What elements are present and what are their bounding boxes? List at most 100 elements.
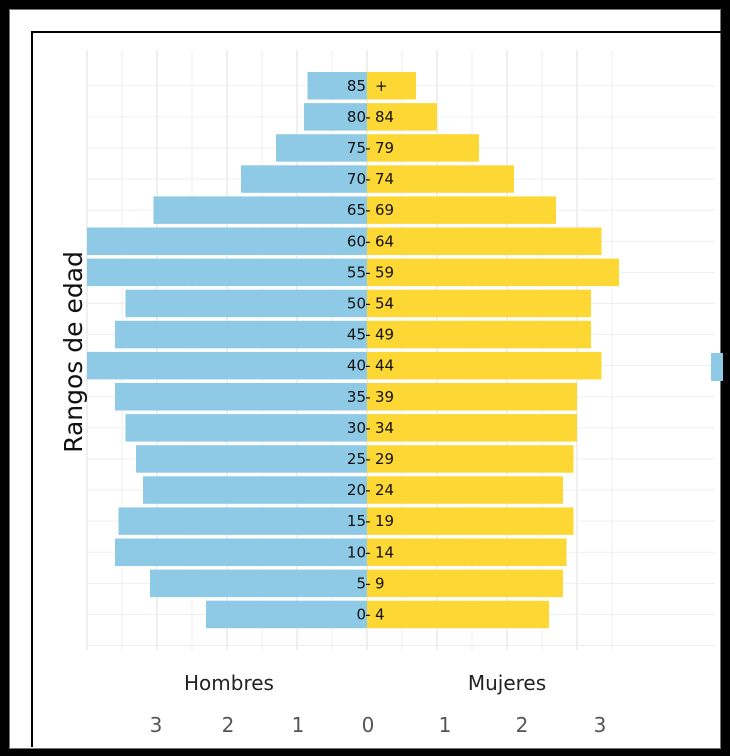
bar-mujeres-60-64 xyxy=(367,227,602,255)
age-label-end: 34 xyxy=(375,419,394,437)
bar-mujeres-65-69 xyxy=(367,196,556,224)
bar-hombres-60-64 xyxy=(87,227,367,255)
age-label-start: 85 xyxy=(347,77,366,95)
bar-hombres-75-79 xyxy=(276,134,367,162)
bar-mujeres-35-39 xyxy=(367,383,577,411)
age-label-start: 0 xyxy=(356,605,366,623)
bar-mujeres-10-14 xyxy=(367,538,567,566)
age-label-end: 54 xyxy=(375,294,394,312)
bar-mujeres-40-44 xyxy=(367,351,602,380)
bar-hombres-25-29 xyxy=(136,445,367,473)
bar-mujeres-45-49 xyxy=(367,320,591,349)
bar-mujeres-0-4 xyxy=(367,600,549,629)
age-label-start: 40 xyxy=(347,357,366,375)
age-label-end: 19 xyxy=(375,512,394,530)
age-label-start: 5 xyxy=(356,574,366,592)
bar-mujeres-20-24 xyxy=(367,476,563,504)
age-label-dash: - xyxy=(365,481,370,499)
series-label-mujeres: Mujeres xyxy=(468,671,546,695)
bar-mujeres-5-9 xyxy=(367,569,563,598)
bar-hombres-15-19 xyxy=(118,507,367,535)
bar-mujeres-75-79 xyxy=(367,134,479,162)
chart-panel xyxy=(31,31,721,747)
x-axis-ticks: 3 2 1 0 1 2 3 xyxy=(150,713,607,737)
age-label-dash: - xyxy=(365,263,370,281)
age-label-end: 39 xyxy=(375,388,394,406)
x-tick-label: 3 xyxy=(150,713,163,737)
age-label-start: 30 xyxy=(347,419,366,437)
age-label-end: 74 xyxy=(375,170,394,188)
age-label-end: + xyxy=(375,77,388,95)
age-label-start: 55 xyxy=(347,263,366,281)
bar-mujeres-25-29 xyxy=(367,445,574,473)
x-tick-label: 1 xyxy=(292,713,305,737)
age-label-dash: - xyxy=(365,294,370,312)
age-label-dash: - xyxy=(365,419,370,437)
age-label-start: 45 xyxy=(347,326,366,344)
age-label-end: 59 xyxy=(375,263,394,281)
age-label-dash: - xyxy=(365,326,370,344)
age-label-start: 10 xyxy=(347,543,366,561)
bar-hombres-30-34 xyxy=(125,414,367,442)
bar-hombres-40-44 xyxy=(87,351,367,380)
x-tick-label: 2 xyxy=(516,713,529,737)
bar-mujeres-50-54 xyxy=(367,289,591,318)
bar-mujeres-30-34 xyxy=(367,414,577,442)
age-label-start: 70 xyxy=(347,170,366,188)
bar-mujeres-70-74 xyxy=(367,165,514,193)
age-label-dash: - xyxy=(365,574,370,592)
x-tick-label: 1 xyxy=(439,713,452,737)
age-label-start: 25 xyxy=(347,450,366,468)
age-label-end: 84 xyxy=(375,108,394,126)
age-label-end: 29 xyxy=(375,450,394,468)
age-label-end: 4 xyxy=(375,605,385,623)
age-label-start: 20 xyxy=(347,481,366,499)
age-label-dash: - xyxy=(365,388,370,406)
bar-hombres-20-24 xyxy=(143,476,367,504)
age-label-end: 69 xyxy=(375,201,394,219)
age-label-start: 50 xyxy=(347,294,366,312)
age-label-end: 24 xyxy=(375,481,394,499)
bar-hombres-35-39 xyxy=(115,383,367,411)
x-tick-label: 3 xyxy=(594,713,607,737)
age-label-end: 9 xyxy=(375,574,385,592)
bar-mujeres-55-59 xyxy=(367,258,619,287)
bar-hombres-85 + xyxy=(307,72,367,100)
x-tick-label: 2 xyxy=(222,713,235,737)
age-label-start: 80 xyxy=(347,108,366,126)
bar-hombres-70-74 xyxy=(241,165,367,193)
age-label-dash: - xyxy=(365,512,370,530)
series-label-hombres: Hombres xyxy=(184,671,274,695)
age-label-end: 44 xyxy=(375,357,394,375)
bar-hombres-5-9 xyxy=(150,569,367,598)
age-label-start: 60 xyxy=(347,232,366,250)
bar-hombres-80-84 xyxy=(304,103,367,131)
age-label-dash: - xyxy=(365,357,370,375)
age-label-end: 14 xyxy=(375,543,394,561)
partial-bar-fragment xyxy=(711,353,723,381)
bar-hombres-65-69 xyxy=(153,196,367,224)
bars xyxy=(87,72,723,629)
bar-mujeres-15-19 xyxy=(367,507,574,535)
bar-mujeres-85 + xyxy=(367,72,416,100)
bar-hombres-10-14 xyxy=(115,538,367,566)
y-axis-label: Rangos de edad xyxy=(59,251,88,453)
age-label-end: 49 xyxy=(375,326,394,344)
age-label-end: 64 xyxy=(375,232,394,250)
age-labels: 0-45-910-1415-1920-2425-2930-3435-3940-4… xyxy=(347,77,394,624)
age-label-dash: - xyxy=(365,232,370,250)
age-label-start: 35 xyxy=(347,388,366,406)
bar-hombres-45-49 xyxy=(115,320,367,349)
x-tick-label: 0 xyxy=(362,713,375,737)
age-label-dash: - xyxy=(365,605,370,623)
bar-mujeres-80-84 xyxy=(367,103,437,131)
age-label-dash: - xyxy=(365,450,370,468)
age-label-start: 65 xyxy=(347,201,366,219)
age-label-start: 75 xyxy=(347,139,366,157)
age-label-start: 15 xyxy=(347,512,366,530)
bar-hombres-55-59 xyxy=(87,258,367,287)
age-label-dash: - xyxy=(365,170,370,188)
age-label-dash: - xyxy=(365,139,370,157)
bar-hombres-0-4 xyxy=(206,600,367,629)
